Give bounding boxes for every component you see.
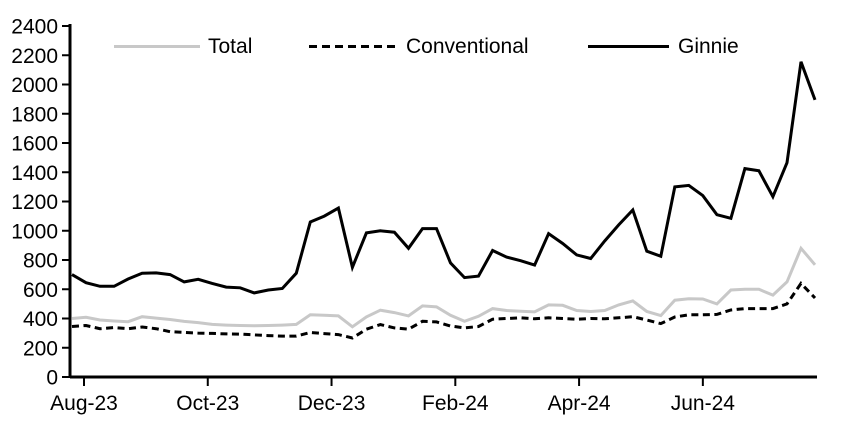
legend-swatch-total — [114, 44, 200, 48]
y-tick-label: 2400 — [11, 16, 58, 39]
x-tick-label: Jun-24 — [671, 392, 736, 415]
y-tick-label: 2000 — [11, 74, 58, 97]
legend-item-ginnie: Ginnie — [588, 35, 739, 57]
x-tick-label: Aug-23 — [50, 392, 118, 415]
x-tick-label: Apr-24 — [548, 392, 611, 415]
legend-label-conventional: Conventional — [406, 34, 529, 58]
legend-swatch-ginnie — [588, 44, 669, 48]
x-tick-label: Feb-24 — [422, 392, 489, 415]
legend-label-ginnie: Ginnie — [678, 34, 739, 58]
y-tick-label: 1800 — [11, 103, 58, 126]
legend-swatch-conventional — [309, 44, 397, 48]
series-line-total — [71, 245, 817, 329]
x-tick-label: Oct-23 — [176, 392, 239, 415]
y-tick-label: 0 — [46, 367, 58, 390]
y-tick-label: 2200 — [11, 45, 58, 68]
legend-item-total: Total — [114, 35, 252, 57]
y-tick-label: 1200 — [11, 191, 58, 214]
y-tick-label: 800 — [23, 250, 58, 273]
y-tick-label: 600 — [23, 279, 58, 302]
x-tick-label: Dec-23 — [298, 392, 366, 415]
legend-item-conventional: Conventional — [309, 35, 529, 57]
y-tick-label: 1600 — [11, 133, 58, 156]
legend-label-total: Total — [208, 34, 253, 58]
y-tick-label: 1400 — [11, 162, 58, 185]
y-tick-label: 1000 — [11, 220, 58, 243]
y-tick-label: 200 — [23, 337, 58, 360]
series-line-ginnie — [71, 61, 817, 295]
y-tick-label: 400 — [23, 308, 58, 331]
series-line-conventional — [71, 281, 817, 340]
